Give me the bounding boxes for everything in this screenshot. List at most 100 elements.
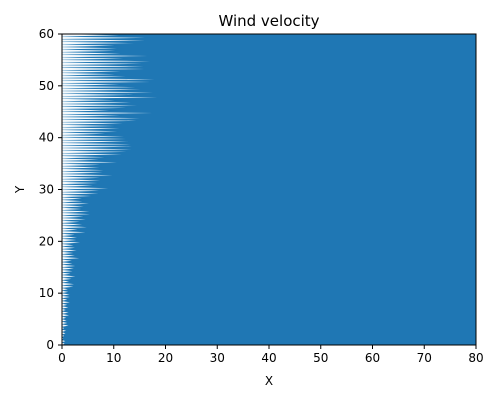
white-streak (62, 44, 115, 47)
white-streak (62, 290, 69, 294)
white-streak (62, 205, 84, 208)
white-streak (62, 166, 100, 169)
white-streak (62, 96, 158, 99)
white-streak (62, 293, 70, 296)
white-streak (62, 179, 101, 182)
chart-title: Wind velocity (218, 12, 319, 30)
white-streak (62, 280, 70, 283)
white-streak (62, 70, 121, 73)
white-streak (62, 174, 113, 177)
x-tick-label: 30 (210, 351, 225, 365)
plot-area (62, 34, 476, 345)
white-streak (62, 212, 90, 216)
white-streak (62, 119, 137, 122)
white-streak (62, 60, 150, 63)
white-streak (62, 231, 86, 234)
white-streak (62, 342, 65, 345)
x-tick-label: 60 (365, 351, 380, 365)
white-streak (62, 246, 75, 249)
white-streak (62, 153, 122, 156)
white-streak (62, 158, 99, 161)
white-streak (62, 319, 67, 322)
white-streak (62, 339, 66, 343)
x-tick-label: 80 (468, 351, 483, 365)
white-streak (62, 93, 134, 97)
white-streak (62, 236, 78, 239)
white-streak (62, 254, 75, 257)
white-streak-layer (62, 34, 158, 345)
x-axis: 0 10 20 30 40 50 60 70 80 (58, 345, 484, 365)
white-streak (62, 332, 66, 335)
white-streak (62, 65, 144, 68)
y-tick-label: 20 (39, 234, 54, 248)
white-streak (62, 225, 87, 229)
white-streak (62, 140, 129, 143)
white-streak (62, 306, 69, 309)
white-streak (62, 303, 68, 306)
white-streak (62, 187, 109, 190)
y-tick-label: 10 (39, 286, 54, 300)
white-streak (62, 176, 100, 180)
white-streak (62, 117, 140, 120)
white-streak (62, 192, 99, 195)
white-streak (62, 49, 116, 53)
white-streak (62, 215, 84, 218)
white-streak (62, 130, 118, 133)
white-streak (62, 189, 99, 192)
white-streak (62, 106, 127, 110)
white-streak (62, 207, 82, 211)
white-streak (62, 91, 154, 94)
white-streak (62, 194, 92, 198)
x-tick-label: 20 (158, 351, 173, 365)
white-streak (62, 41, 135, 45)
white-streak (62, 220, 80, 224)
white-streak (62, 316, 67, 319)
white-streak (62, 124, 115, 128)
white-streak (62, 83, 120, 86)
white-streak (62, 285, 74, 288)
white-streak (62, 275, 76, 278)
white-streak (62, 184, 93, 187)
white-streak (62, 168, 104, 172)
white-streak (62, 223, 83, 226)
white-streak (62, 314, 70, 317)
white-streak (62, 62, 142, 65)
white-streak (62, 251, 74, 255)
white-streak (62, 277, 72, 281)
y-tick-label: 60 (39, 27, 54, 41)
white-streak (62, 36, 145, 40)
white-streak (62, 301, 70, 304)
white-streak (62, 326, 65, 330)
white-streak (62, 114, 120, 117)
white-streak (62, 324, 69, 327)
white-streak (62, 75, 126, 78)
white-streak (62, 264, 76, 268)
white-streak (62, 171, 103, 174)
white-streak (62, 161, 117, 164)
white-streak (62, 122, 123, 125)
y-tick-label: 0 (46, 338, 54, 352)
white-streak (62, 267, 74, 270)
white-streak (62, 321, 68, 325)
white-streak (62, 163, 100, 167)
white-streak (62, 47, 117, 50)
white-streak (62, 132, 106, 135)
white-streak (62, 135, 125, 138)
white-streak (62, 142, 131, 146)
white-streak (62, 111, 153, 115)
white-streak (62, 210, 90, 213)
y-axis: 0 10 20 30 40 50 60 (39, 27, 62, 352)
white-streak (62, 295, 70, 299)
y-axis-label: Y (13, 185, 27, 194)
x-tick-label: 70 (417, 351, 432, 365)
white-streak (62, 78, 155, 81)
x-tick-label: 0 (58, 351, 66, 365)
y-tick-label: 30 (39, 183, 54, 197)
white-streak (62, 329, 67, 332)
velocity-fill (62, 34, 476, 345)
x-tick-label: 10 (106, 351, 121, 365)
white-streak (62, 155, 105, 159)
white-streak (62, 67, 145, 71)
y-tick-label: 40 (39, 131, 54, 145)
white-streak (62, 282, 74, 286)
